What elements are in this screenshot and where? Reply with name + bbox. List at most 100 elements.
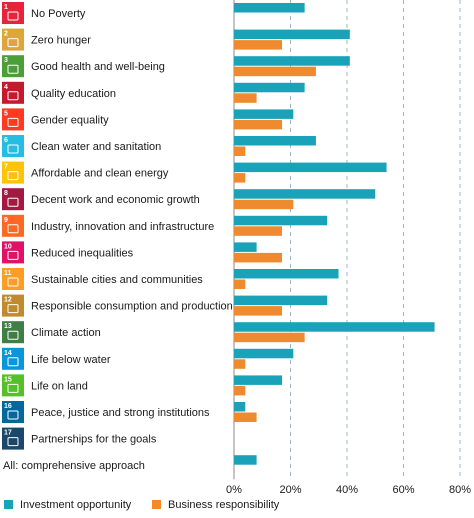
sdg-pictogram-icon [7, 197, 19, 207]
bar-business [234, 226, 283, 236]
category-label: Decent work and economic growth [31, 194, 200, 206]
sdg-pictogram-icon [7, 91, 19, 101]
category-label: No Poverty [31, 8, 86, 20]
sdg-icon-number: 15 [4, 376, 12, 383]
sdg-pictogram-icon [7, 64, 19, 74]
sdg-pictogram-icon [7, 383, 19, 393]
legend-label: Business responsibility [168, 499, 280, 511]
legend-label: Investment opportunity [20, 499, 132, 511]
sdg-icon-number: 5 [4, 110, 8, 117]
x-tick-label: 20% [279, 484, 301, 496]
sdg-icon-number: 10 [4, 243, 12, 250]
x-tick-label: 60% [392, 484, 414, 496]
bar-investment [234, 3, 305, 13]
bar-investment [234, 109, 294, 119]
bar-business [234, 252, 283, 263]
bar-business [234, 173, 246, 183]
sdg-pictogram-icon [7, 330, 19, 340]
bar-investment [234, 136, 316, 146]
bar-business [234, 93, 257, 103]
category-label: Gender equality [31, 114, 109, 126]
category-label: Climate action [31, 327, 101, 339]
category-labels: No Poverty Zero hunger Good health and wel… [3, 8, 233, 472]
bar-investment [234, 82, 305, 93]
sdg-pictogram-icon [7, 38, 19, 48]
category-label: Good health and well-being [31, 61, 165, 73]
bar-investment [234, 29, 350, 40]
category-label: Partnerships for the goals [31, 434, 157, 446]
category-label: Industry, innovation and infrastructure [31, 221, 214, 233]
category-label: Responsible consumption and production [31, 301, 233, 313]
sdg-icon-number: 11 [4, 270, 12, 277]
sdg-icon-number: 17 [4, 430, 12, 437]
sdg-pictogram-icon [7, 277, 19, 287]
bar-business [234, 146, 246, 156]
category-label: Sustainable cities and communities [31, 274, 203, 286]
category-label: All: comprehensive approach [3, 460, 145, 472]
sdg-icon-number: 7 [4, 164, 8, 171]
x-tick-labels: 0% 20% 40% 60% 80% [226, 484, 471, 496]
sdg-icon-number: 2 [4, 31, 8, 38]
category-label: Affordable and clean energy [31, 168, 169, 180]
bar-investment [234, 56, 350, 66]
sdg-icon-number: 1 [4, 4, 8, 11]
category-label: Zero hunger [31, 35, 91, 47]
bar-business [234, 412, 257, 422]
category-label: Life on land [31, 380, 88, 392]
legend: Investment opportunity Business responsib… [4, 499, 280, 511]
sdg-icon-number: 9 [4, 217, 8, 224]
sdg-pictogram-icon [7, 144, 19, 154]
bar-investment [234, 215, 328, 226]
bar-business [234, 332, 305, 343]
legend-swatch [4, 500, 13, 509]
x-tick-label: 80% [449, 484, 471, 496]
gridlines [233, 0, 461, 480]
bar-investment [234, 295, 328, 306]
sdg-pictogram-icon [7, 437, 19, 447]
sdg-icon-number: 3 [4, 57, 8, 64]
sdg-pictogram-icon [7, 11, 19, 21]
sdg-icon-number: 4 [4, 84, 8, 91]
bar-business [234, 359, 246, 369]
bar-investment [234, 242, 257, 252]
bar-investment [234, 162, 387, 173]
sdg-icon-number: 16 [4, 403, 12, 410]
sdg-pictogram-icon [7, 410, 19, 420]
sdg-icon-number: 8 [4, 190, 8, 197]
bar-investment [234, 269, 339, 279]
sdg-icon-number: 12 [4, 297, 12, 304]
x-tick-label: 0% [226, 484, 242, 496]
bar-business [234, 306, 283, 316]
legend-swatch [152, 500, 161, 509]
bar-business [234, 66, 316, 77]
sdg-icon-number: 6 [4, 137, 8, 144]
sdg-icon-number: 14 [4, 350, 12, 357]
sdg-pictogram-icon [7, 250, 19, 260]
bar-business [234, 199, 294, 210]
sdg-pictogram-icon [7, 171, 19, 181]
bar-business [234, 40, 283, 50]
bar-business [234, 119, 283, 130]
category-label: Quality education [31, 88, 116, 100]
sdg-pictogram-icon [7, 224, 19, 234]
bar-business [234, 385, 246, 396]
sdg-pictogram-icon [7, 304, 19, 314]
category-label: Life below water [31, 354, 111, 366]
x-tick-label: 40% [336, 484, 358, 496]
bar-business [234, 279, 246, 289]
category-label: Reduced inequalities [31, 247, 134, 259]
bar-investment [234, 375, 283, 385]
sdg-pictogram-icon [7, 117, 19, 127]
bars [234, 3, 435, 465]
category-label: Peace, justice and strong institutions [31, 407, 210, 419]
category-label: Clean water and sanitation [31, 141, 161, 153]
sdg-pictogram-icon [7, 357, 19, 367]
bar-investment [234, 402, 246, 412]
bar-investment [234, 189, 376, 199]
sdg-icon-number: 13 [4, 323, 12, 330]
bar-investment [234, 348, 294, 359]
bar-investment [234, 455, 257, 465]
bar-investment [234, 322, 435, 332]
